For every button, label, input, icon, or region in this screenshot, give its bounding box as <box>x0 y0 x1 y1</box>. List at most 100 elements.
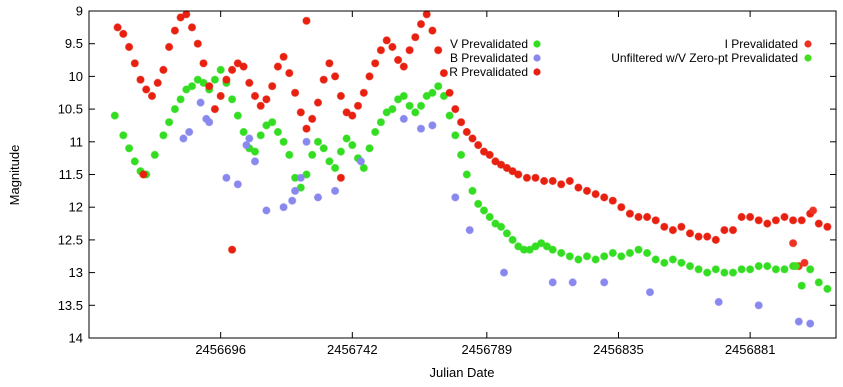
data-point-series-2 <box>125 42 134 52</box>
data-point-series-2 <box>165 42 174 52</box>
data-point-series-2 <box>382 36 391 45</box>
data-point-series-0 <box>479 206 489 215</box>
data-point-series-0 <box>348 141 357 150</box>
data-point-series-3 <box>789 239 798 248</box>
data-point-series-1 <box>262 206 271 215</box>
data-point-series-2 <box>388 42 397 52</box>
data-point-series-2 <box>302 16 311 25</box>
data-point-series-1 <box>233 180 242 189</box>
data-point-series-0 <box>771 265 781 274</box>
data-point-series-0 <box>651 255 660 264</box>
data-point-series-0 <box>170 105 179 114</box>
data-point-series-2 <box>256 101 265 110</box>
data-point-series-1 <box>279 203 288 212</box>
legend-label: I Prevalidated <box>725 37 798 51</box>
data-point-series-0 <box>685 262 695 271</box>
data-point-series-0 <box>416 101 426 110</box>
data-point-series-3 <box>809 206 818 215</box>
data-point-series-0 <box>462 170 471 179</box>
x-tick-label: 2456696 <box>195 342 246 357</box>
data-point-series-2 <box>365 72 374 81</box>
data-point-series-1 <box>399 114 408 124</box>
data-point-series-0 <box>468 186 477 195</box>
data-point-series-2 <box>228 65 237 75</box>
data-point-series-0 <box>797 281 806 290</box>
data-point-series-1 <box>714 297 723 307</box>
data-point-series-1 <box>242 141 251 150</box>
data-point-series-0 <box>187 82 197 91</box>
data-point-series-0 <box>565 252 574 261</box>
data-point-series-0 <box>497 222 506 231</box>
data-point-series-2 <box>643 212 652 222</box>
data-point-series-0 <box>451 131 460 140</box>
data-point-series-0 <box>365 144 374 153</box>
data-point-series-1 <box>250 157 260 166</box>
data-point-series-0 <box>711 265 720 274</box>
data-point-series-0 <box>325 157 334 166</box>
legend-marker <box>533 68 541 76</box>
legend-label: R Prevalidated <box>449 65 528 79</box>
data-point-series-2 <box>411 33 420 42</box>
data-point-series-2 <box>187 23 197 32</box>
data-point-series-2 <box>216 91 225 101</box>
data-point-series-2 <box>139 170 148 179</box>
data-point-series-0 <box>319 144 328 153</box>
data-point-series-0 <box>634 245 643 254</box>
y-tick-label: 13 <box>69 265 83 280</box>
data-point-series-2 <box>746 212 755 222</box>
data-point-series-0 <box>273 127 282 137</box>
data-point-series-1 <box>568 278 577 287</box>
data-point-series-1 <box>245 134 254 143</box>
data-point-series-1 <box>794 317 803 326</box>
data-point-series-2 <box>625 209 635 218</box>
axis-ticks: 2456696 2456742 2456789 2456835 2456881 9 9.5 1… <box>58 4 836 357</box>
data-point-series-0 <box>677 258 686 267</box>
data-point-series-0 <box>268 118 277 127</box>
data-point-series-0 <box>608 248 617 258</box>
y-tick-label: 9 <box>76 4 83 19</box>
data-point-series-2 <box>522 173 532 182</box>
data-point-series-1 <box>754 301 763 310</box>
data-point-series-2 <box>268 82 277 91</box>
data-point-series-0 <box>754 262 763 271</box>
data-point-series-2 <box>136 75 145 84</box>
y-tick-label: 11.5 <box>59 167 83 182</box>
data-point-series-0 <box>119 131 128 140</box>
data-point-series-2 <box>703 232 712 241</box>
data-point-series-4 <box>791 262 801 271</box>
data-point-series-2 <box>600 193 609 202</box>
data-point-series-2 <box>651 216 660 225</box>
data-point-series-2 <box>548 176 557 186</box>
data-point-series-1 <box>205 118 214 127</box>
data-point-series-2 <box>376 46 385 55</box>
y-tick-label: 10 <box>69 69 83 84</box>
data-point-series-2 <box>308 114 317 124</box>
data-point-series-0 <box>617 252 626 261</box>
data-point-series-2 <box>608 196 617 205</box>
data-point-series-2 <box>780 212 789 222</box>
data-point-series-0 <box>313 137 323 146</box>
data-point-series-0 <box>399 91 408 101</box>
data-point-series-2 <box>728 226 738 235</box>
data-point-series-2 <box>228 245 237 254</box>
data-point-series-2 <box>336 91 345 101</box>
data-point-series-2 <box>313 98 323 107</box>
data-point-series-0 <box>130 157 139 166</box>
data-point-series-2 <box>434 46 443 55</box>
data-point-series-0 <box>508 235 517 244</box>
data-point-series-2 <box>814 219 823 228</box>
data-point-series-1 <box>185 127 194 137</box>
data-point-series-2 <box>210 105 219 114</box>
data-point-series-1 <box>600 278 609 287</box>
data-point-series-1 <box>499 268 509 277</box>
y-tick-label: 13.5 <box>58 298 83 313</box>
data-point-series-1 <box>548 278 557 287</box>
data-point-series-0 <box>233 111 242 120</box>
data-point-series-0 <box>279 137 288 146</box>
data-point-series-2 <box>302 124 311 133</box>
data-point-series-1 <box>302 137 311 146</box>
data-point-series-0 <box>643 248 652 258</box>
data-point-series-1 <box>451 193 460 202</box>
